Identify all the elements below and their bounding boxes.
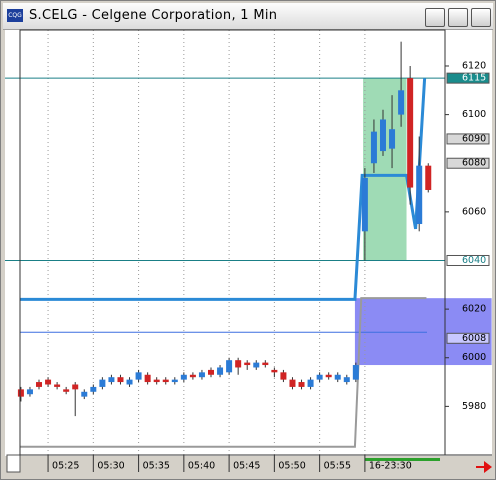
- candle-body: [271, 369, 278, 373]
- minimize-button[interactable]: [425, 8, 445, 27]
- candle-body: [153, 379, 160, 383]
- price-marker-label: 6040: [462, 255, 486, 266]
- y-tick-label: 6120: [462, 60, 486, 71]
- candle-body: [325, 374, 332, 378]
- x-tick-label: 05:40: [188, 461, 215, 472]
- candle-body: [99, 379, 106, 387]
- candle-body: [361, 177, 368, 232]
- price-marker-label: 6080: [462, 158, 486, 169]
- candle-body: [36, 382, 43, 387]
- x-tick-label: 16-23:30: [369, 461, 412, 472]
- chart-background: [5, 30, 492, 456]
- price-marker: [446, 332, 490, 344]
- candle-body: [208, 369, 215, 375]
- candle-body: [198, 372, 205, 378]
- candle-body: [379, 119, 386, 152]
- candle-body: [26, 389, 33, 395]
- candle-body: [398, 90, 405, 115]
- x-tick-label: 05:55: [324, 461, 351, 472]
- session-bar: [365, 458, 440, 461]
- candle-body: [17, 389, 24, 397]
- price-marker: [446, 133, 490, 145]
- candle-body: [289, 379, 296, 387]
- y-tick-label: 6060: [462, 206, 486, 217]
- x-tick-label: 05:30: [97, 461, 124, 472]
- close-button[interactable]: [471, 8, 491, 27]
- price-marker-label: 6008: [462, 333, 486, 344]
- candle-body: [316, 374, 323, 380]
- candle-body: [162, 379, 169, 383]
- y-tick-label: 6020: [462, 304, 486, 315]
- scroll-arrow[interactable]: [476, 461, 492, 473]
- price-marker-label: 6090: [462, 133, 486, 144]
- x-tick-label: 05:50: [278, 461, 305, 472]
- x-tick-label: 05:25: [52, 461, 79, 472]
- corner-box[interactable]: [6, 454, 21, 473]
- candle-body: [253, 362, 260, 368]
- candle-body: [352, 365, 359, 380]
- y-tick-label: 5980: [462, 401, 486, 412]
- candle-body: [244, 362, 251, 366]
- candle-body: [262, 362, 269, 366]
- candle-body: [81, 391, 88, 397]
- title-bar: CQG S.CELG - Celgene Corporation, 1 Min: [3, 3, 493, 30]
- candle-body: [235, 360, 242, 368]
- candle-body: [126, 379, 133, 385]
- candle-body: [217, 367, 224, 375]
- candle-body: [334, 374, 341, 380]
- candle-body: [171, 379, 178, 383]
- candle-body: [416, 165, 423, 225]
- price-marker: [446, 72, 490, 84]
- candle-body: [63, 389, 70, 392]
- candle-body: [72, 384, 79, 390]
- window-title: S.CELG - Celgene Corporation, 1 Min: [29, 8, 278, 23]
- candle-body: [343, 377, 350, 383]
- candle-body: [108, 377, 115, 383]
- y-tick-label: 6000: [462, 352, 486, 363]
- candle-body: [407, 78, 414, 188]
- candle-body: [45, 379, 52, 385]
- candle-body: [389, 129, 396, 149]
- x-tick-label: 05:45: [233, 461, 260, 472]
- y-tick-label: 6100: [462, 109, 486, 120]
- price-marker: [446, 157, 490, 169]
- maximize-button[interactable]: [448, 8, 468, 27]
- candle-body: [117, 377, 124, 383]
- candle-body: [226, 360, 233, 373]
- price-marker-label: 6115: [462, 73, 486, 84]
- candle-body: [307, 379, 314, 387]
- app-icon: CQG: [7, 9, 23, 22]
- candle-body: [90, 386, 97, 392]
- candle-body: [54, 384, 61, 387]
- candle-body: [180, 374, 187, 380]
- candle-body: [298, 382, 305, 387]
- candle-body: [144, 374, 151, 383]
- price-marker: [446, 254, 490, 266]
- candle-body: [280, 372, 287, 380]
- x-tick-label: 05:35: [143, 461, 170, 472]
- candle-body: [189, 374, 196, 378]
- candle-body: [135, 372, 142, 380]
- zone: [354, 298, 492, 366]
- candle-body: [425, 165, 432, 190]
- candle-body: [370, 131, 377, 164]
